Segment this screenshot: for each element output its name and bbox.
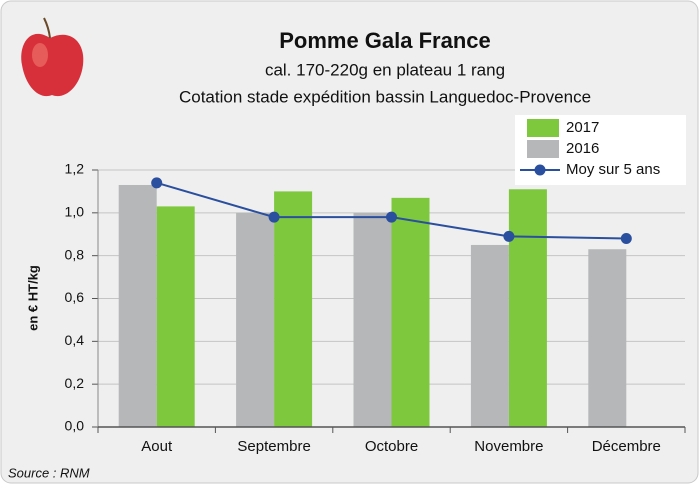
y-tick-label: 0,4 [65,332,85,348]
bar [119,185,157,427]
x-tick-label: Aout [141,438,173,455]
legend-swatch [527,140,559,158]
bar [392,198,430,427]
legend-swatch [527,119,559,137]
line-point [386,212,397,223]
legend: 2017 2016 Moy sur 5 ans [515,115,686,185]
chart-subtitle: cal. 170-220g en plateau 1 rang [265,60,505,79]
y-tick-label: 0,6 [65,289,85,305]
y-tick-label: 0,2 [65,375,85,391]
legend-label: Moy sur 5 ans [566,161,660,178]
x-tick-label: Octobre [365,438,418,455]
chart-title: Pomme Gala France [279,28,491,53]
legend-swatch [535,165,546,176]
x-tick-label: Décembre [592,438,661,455]
legend-label: 2016 [566,140,599,157]
bar [471,245,509,427]
line-point [269,212,280,223]
bar [509,189,547,427]
x-tick-label: Septembre [237,438,310,455]
bar [157,206,195,427]
y-tick-label: 1,0 [65,204,85,220]
x-tick-label: Novembre [474,438,543,455]
line-point [621,233,632,244]
y-tick-label: 0,8 [65,246,85,262]
y-axis-label: en € HT/kg [25,265,40,331]
y-tick-label: 1,2 [65,161,85,177]
bar [274,191,312,427]
y-tick-label: 0,0 [65,418,85,434]
bar [236,213,274,427]
bar [588,249,626,427]
line-point [151,177,162,188]
chart-subtitle: Cotation stade expédition bassin Langued… [179,87,591,106]
chart: Pomme Gala France cal. 170-220g en plate… [0,0,699,484]
legend-label: 2017 [566,119,599,136]
line-point [503,231,514,242]
source: Source : RNM [8,465,90,480]
bar [354,213,392,427]
